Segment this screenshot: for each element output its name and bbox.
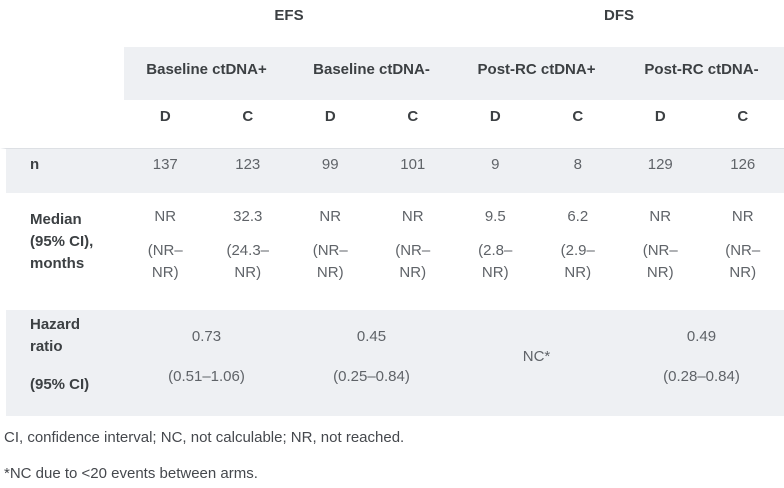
median-ci: (NR– bbox=[312, 241, 348, 259]
median-ci: (NR– bbox=[725, 241, 761, 259]
subgroup-baseline-ctdna-pos: Baseline ctDNA+ bbox=[124, 47, 289, 100]
row-label-median-line1: Median bbox=[30, 210, 82, 228]
hazard-value: 0.49 bbox=[686, 328, 717, 345]
median-value: NR bbox=[731, 207, 754, 225]
arm-header: D bbox=[654, 108, 666, 125]
median-ci: NR) bbox=[234, 263, 262, 281]
row-label-hazard-line2: ratio bbox=[30, 338, 63, 355]
row-label-median-line3: months bbox=[30, 254, 85, 272]
arm-header: C bbox=[572, 108, 584, 125]
footnote-abbreviations: CI, confidence interval; NC, not calcula… bbox=[4, 429, 405, 446]
n-value: 101 bbox=[371, 148, 454, 193]
arm-header: C bbox=[242, 108, 254, 125]
median-cell: NR (NR– NR) bbox=[289, 193, 372, 310]
median-ci: NR) bbox=[151, 263, 179, 281]
median-ci: NR) bbox=[564, 263, 592, 281]
median-ci: (24.3– bbox=[226, 241, 270, 259]
median-ci: (NR– bbox=[395, 241, 431, 259]
median-cell: NR (NR– NR) bbox=[619, 193, 702, 310]
median-ci: NR) bbox=[481, 263, 509, 281]
subgroup-postrc-ctdna-pos: Post-RC ctDNA+ bbox=[454, 47, 619, 100]
hazard-value: NC* bbox=[522, 348, 551, 365]
median-ci: (2.8– bbox=[478, 241, 513, 259]
n-value: 137 bbox=[124, 148, 207, 193]
n-value: 123 bbox=[206, 148, 289, 193]
results-table: EFS DFS Baseline ctDNA+ Baseline ctDNA- … bbox=[0, 0, 784, 416]
median-ci: (2.9– bbox=[560, 241, 595, 259]
corner-spacer-row2 bbox=[0, 47, 124, 100]
arm-header: C bbox=[737, 108, 749, 125]
hazard-ci: (0.51–1.06) bbox=[168, 368, 245, 385]
median-ci: (NR– bbox=[147, 241, 183, 259]
subgroup-baseline-ctdna-neg: Baseline ctDNA- bbox=[289, 47, 454, 100]
median-value: 32.3 bbox=[233, 207, 263, 225]
median-cell: 6.2 (2.9– NR) bbox=[537, 193, 620, 310]
median-cell: NR (NR– NR) bbox=[124, 193, 207, 310]
median-cell: NR (NR– NR) bbox=[702, 193, 784, 310]
median-value: 6.2 bbox=[567, 207, 589, 225]
hazard-cell-postrc-pos: NC* bbox=[454, 310, 619, 416]
arm-header: D bbox=[159, 108, 171, 125]
row-label-median-line2: (95% CI), bbox=[30, 232, 94, 250]
hazard-value: 0.73 bbox=[191, 328, 222, 345]
median-value: NR bbox=[649, 207, 672, 225]
column-group-dfs: DFS bbox=[604, 7, 634, 24]
column-group-efs: EFS bbox=[274, 7, 304, 24]
median-cell: 9.5 (2.8– NR) bbox=[454, 193, 537, 310]
hazard-value: 0.45 bbox=[356, 328, 387, 345]
median-value: NR bbox=[401, 207, 424, 225]
hazard-cell-baseline-pos: 0.73 (0.51–1.06) bbox=[124, 310, 289, 416]
median-cell: NR (NR– NR) bbox=[372, 193, 455, 310]
footnote-nc-explanation: *NC due to <20 events between arms. bbox=[4, 465, 258, 482]
row-label-hazard-ratio: Hazard ratio (95% CI) bbox=[0, 310, 124, 416]
median-ci: (NR– bbox=[642, 241, 678, 259]
row-label-n: n bbox=[0, 148, 124, 193]
median-value: NR bbox=[154, 207, 177, 225]
arm-header: D bbox=[324, 108, 336, 125]
median-ci: NR) bbox=[399, 263, 427, 281]
row-label-hazard-sub: (95% CI) bbox=[30, 376, 90, 393]
median-ci: NR) bbox=[316, 263, 344, 281]
corner-spacer-row1 bbox=[0, 0, 124, 47]
hazard-cell-postrc-neg: 0.49 (0.28–0.84) bbox=[619, 310, 784, 416]
row-label-median: Median (95% CI), months bbox=[0, 193, 124, 310]
n-value: 8 bbox=[536, 148, 619, 193]
hazard-ci: (0.25–0.84) bbox=[333, 368, 410, 385]
corner-spacer-row3 bbox=[0, 100, 124, 148]
n-value: 129 bbox=[619, 148, 702, 193]
median-cell: 32.3 (24.3– NR) bbox=[207, 193, 290, 310]
hazard-ci: (0.28–0.84) bbox=[663, 368, 740, 385]
row-label-hazard-line1: Hazard bbox=[30, 316, 81, 333]
median-value: NR bbox=[319, 207, 342, 225]
n-value: 99 bbox=[289, 148, 372, 193]
median-value: 9.5 bbox=[484, 207, 506, 225]
n-value: 9 bbox=[454, 148, 537, 193]
median-ci: NR) bbox=[646, 263, 674, 281]
arm-header: D bbox=[489, 108, 501, 125]
subgroup-postrc-ctdna-neg: Post-RC ctDNA- bbox=[619, 47, 784, 100]
arm-header: C bbox=[407, 108, 419, 125]
n-value: 126 bbox=[701, 148, 784, 193]
median-ci: NR) bbox=[729, 263, 757, 281]
hazard-cell-baseline-neg: 0.45 (0.25–0.84) bbox=[289, 310, 454, 416]
